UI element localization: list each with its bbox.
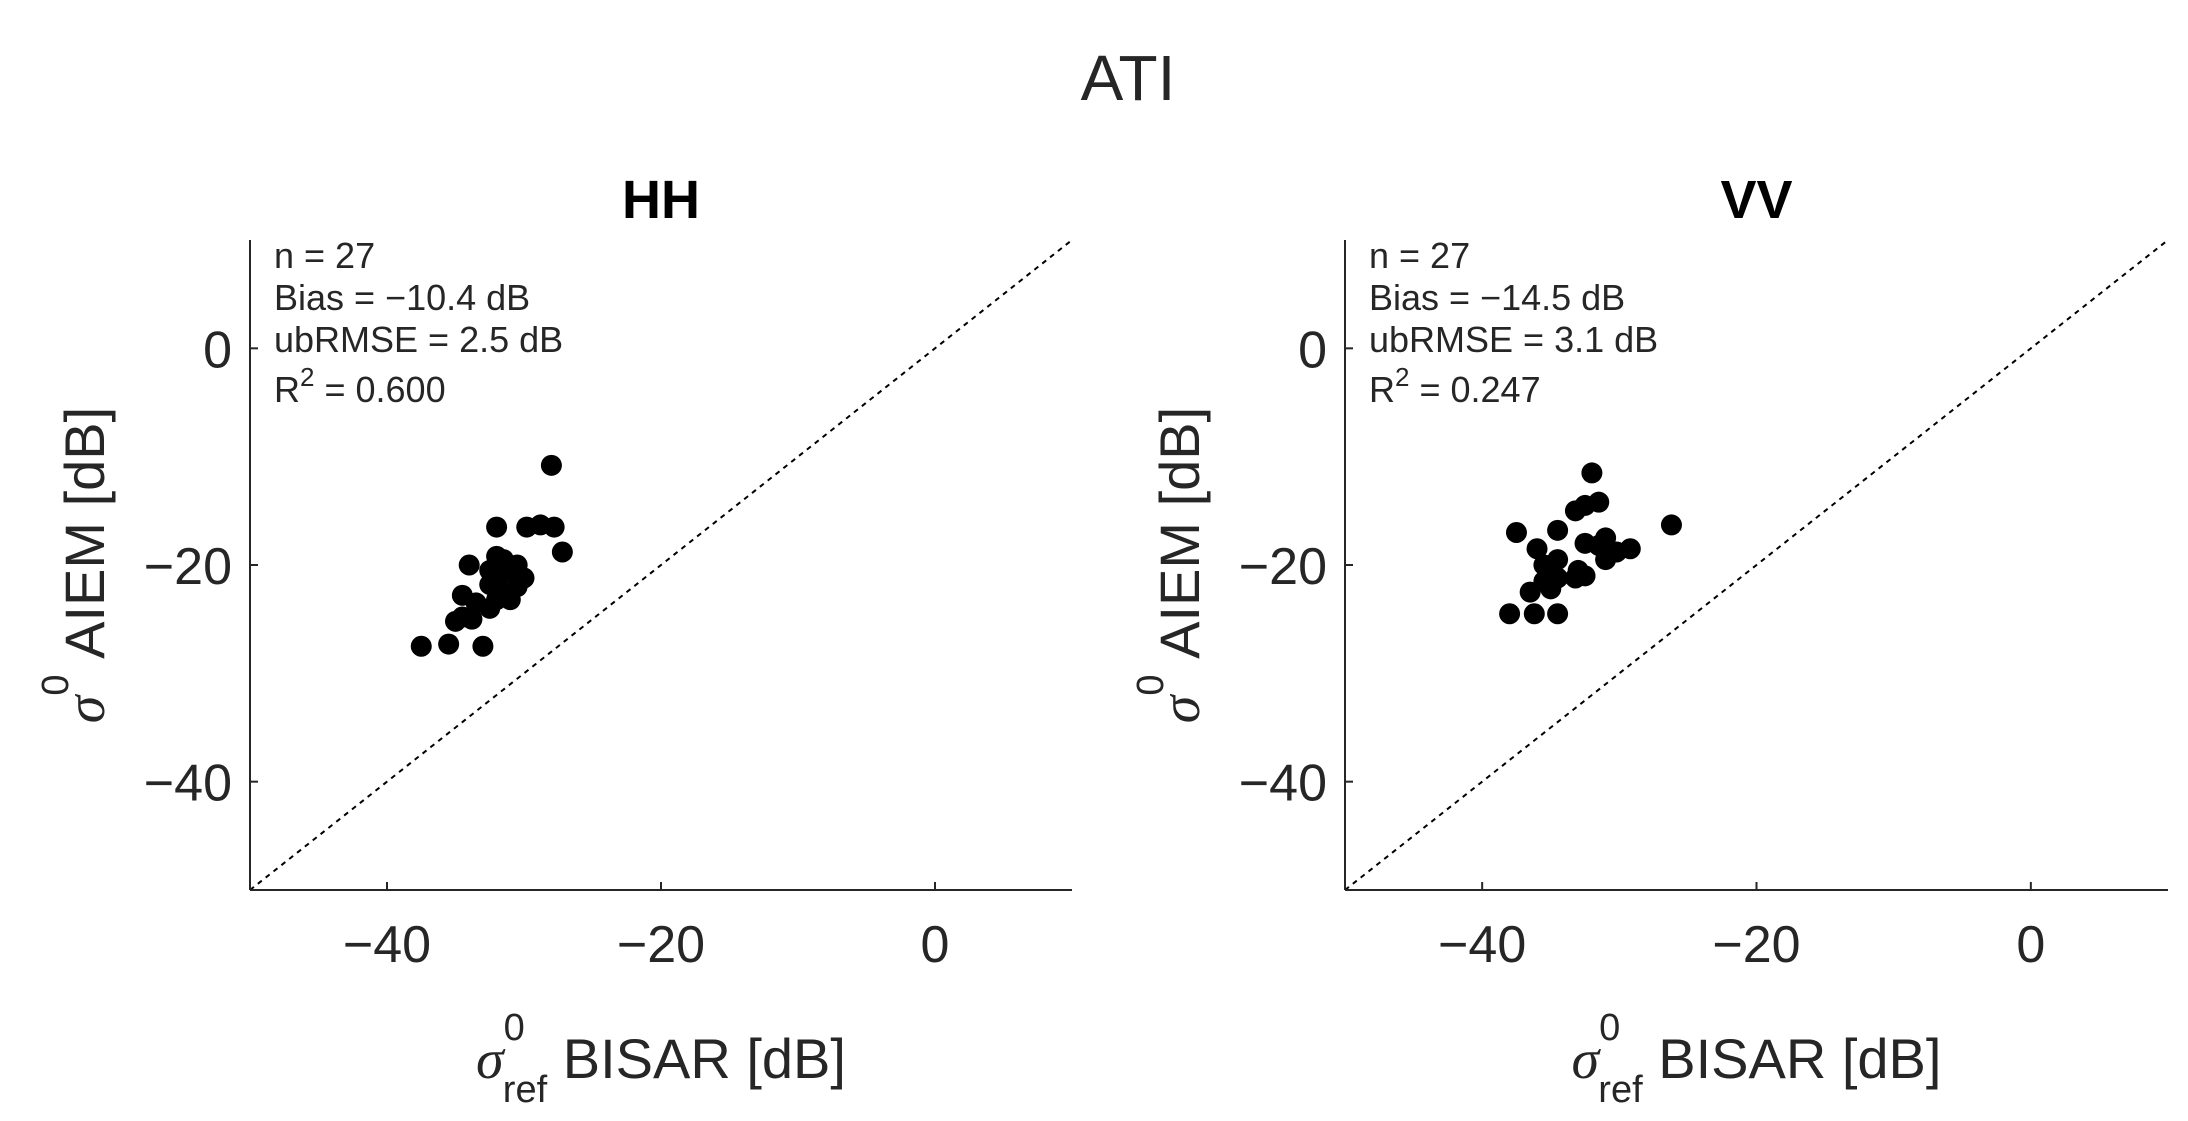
y-label-superscript: 0 [35,674,77,695]
y-tick-label: −20 [1239,538,1327,596]
data-point [1547,519,1569,541]
stat-r2-value: = 0.247 [1409,369,1540,410]
data-point [1595,527,1617,549]
data-point [1660,514,1682,536]
data-point [551,541,573,563]
data-point [451,584,473,606]
y-label-text: AIEM [dB] [53,407,116,675]
stat-n: n = 27 [1369,235,1470,276]
data-point [1619,538,1641,560]
y-label-symbol: σ [55,693,117,723]
y-tick-label: −20 [144,538,232,596]
data-points [410,454,573,657]
data-point [1523,603,1545,625]
y-label-superscript: 0 [1130,674,1172,695]
x-tick-label: −40 [343,916,431,974]
x-axis-label: σ0 ref BISAR [dB] [476,1007,846,1111]
stat-ubrmse: ubRMSE = 3.1 dB [1369,319,1658,360]
stat-r2-prefix: R [1369,369,1395,410]
stat-r2-prefix: R [274,369,300,410]
data-point [1567,559,1589,581]
y-axis-label: σ0 AIEM [dB] [35,407,117,723]
data-point [1588,491,1610,513]
data-point [486,516,508,538]
panel-title: HH [622,170,700,230]
data-point [1526,538,1548,560]
stat-r2-superscript: 2 [300,362,314,392]
data-point [461,608,483,630]
stat-r2-superscript: 2 [1395,362,1409,392]
panel-title: VV [1720,170,1792,230]
x-label-text: BISAR [dB] [1643,1027,1942,1090]
data-point [543,516,565,538]
stat-ubrmse: ubRMSE = 2.5 dB [274,319,563,360]
x-label-superscript: 0 [504,1007,525,1049]
stat-bias: Bias = −14.5 dB [1369,277,1625,318]
data-point [458,554,480,576]
data-point [513,567,535,589]
x-tick-label: 0 [921,916,950,974]
one-to-one-line [249,239,1073,891]
stat-bias: Bias = −10.4 dB [274,277,530,318]
x-tick-label: 0 [2016,916,2045,974]
data-point [472,635,494,657]
x-axis-label: σ0 ref BISAR [dB] [1572,1007,1942,1111]
x-label-text: BISAR [dB] [547,1027,846,1090]
x-label-symbol: σ [476,1029,506,1091]
x-label-subscript: ref [1598,1069,1643,1111]
data-point [486,545,508,567]
y-tick-label: −40 [1239,755,1327,813]
x-tick-label: −40 [1438,916,1526,974]
data-point [438,633,460,655]
x-tick-label: −20 [617,916,705,974]
data-point [1547,603,1569,625]
data-point [1505,522,1527,543]
data-point [1581,462,1603,484]
x-tick-label: −20 [1712,916,1800,974]
y-tick-label: −40 [144,755,232,813]
y-tick-label: 0 [1298,321,1327,379]
data-point [540,454,562,476]
stat-r2: R2 = 0.247 [1369,362,1541,410]
data-point [1499,603,1521,625]
y-axis-label: σ0 AIEM [dB] [1130,407,1212,723]
stat-r2: R2 = 0.600 [274,362,446,410]
data-point [410,635,432,657]
x-label-superscript: 0 [1599,1007,1620,1049]
data-points [1499,462,1682,625]
x-label-symbol: σ [1572,1029,1602,1091]
stat-n: n = 27 [274,235,375,276]
x-label-subscript: ref [503,1069,548,1111]
y-label-symbol: σ [1150,693,1212,723]
one-to-one-line [1344,239,2169,891]
data-point [1547,549,1569,571]
data-point [1547,567,1569,589]
y-label-text: AIEM [dB] [1148,407,1211,675]
figure-title: ATI [1081,42,1176,114]
stat-r2-value: = 0.600 [314,369,445,410]
y-tick-label: 0 [203,321,232,379]
